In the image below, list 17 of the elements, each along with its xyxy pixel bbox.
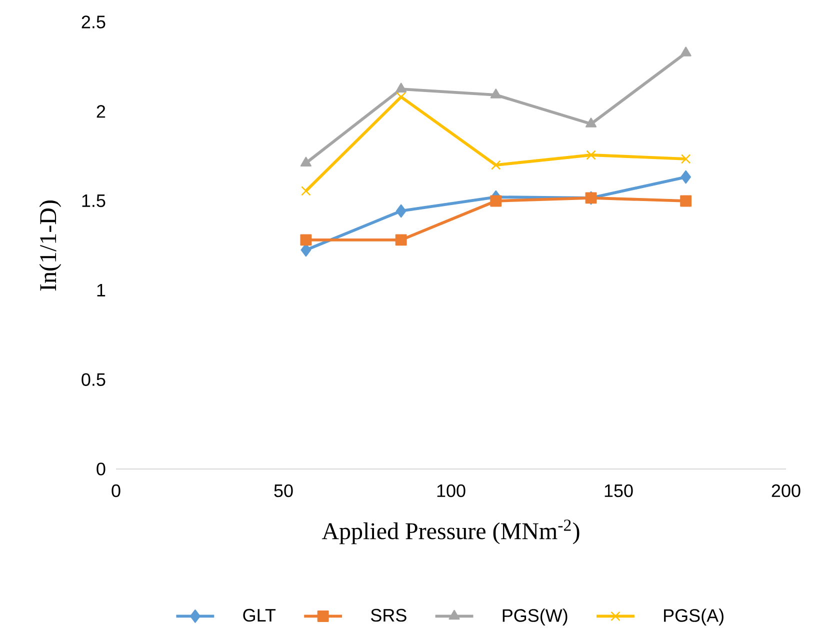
x-tick-label: 150	[604, 484, 633, 498]
y-tick-label: 2	[96, 105, 106, 118]
y-tick-label: 0.5	[82, 373, 106, 386]
y-tick-label: 2.5	[82, 16, 106, 28]
legend-label: SRS	[370, 608, 406, 622]
legend-label: PGS(W)	[502, 608, 568, 626]
x-tick-label: 200	[772, 484, 800, 498]
y-tick-label: 0	[96, 462, 106, 476]
y-tick-label: 1	[97, 284, 106, 296]
x-axis-title: Applied Pressure (MNm$^{-2}$)	[322, 520, 580, 544]
x-tick-label: 0	[112, 484, 120, 498]
x-tick-label: 50	[274, 484, 293, 498]
legend-label: GLT	[243, 608, 276, 622]
y-tick-label: 1.5	[82, 194, 106, 208]
x-tick-label: 100	[437, 484, 466, 498]
y-axis-title: In(1/1-D)	[39, 200, 62, 291]
legend-label: PGS(A)	[664, 608, 724, 626]
